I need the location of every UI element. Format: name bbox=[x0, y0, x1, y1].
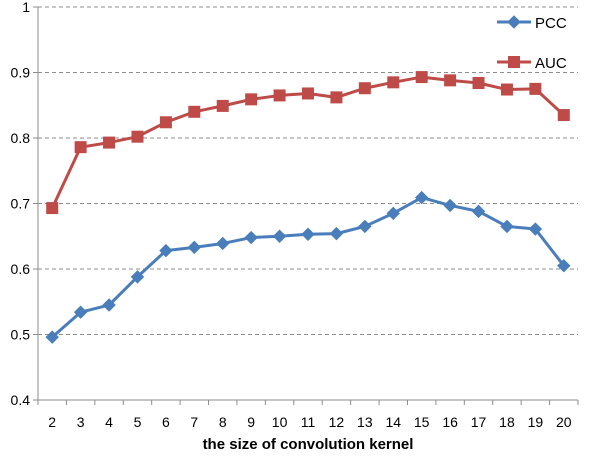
data-point-auc bbox=[216, 99, 229, 112]
data-point-auc bbox=[302, 87, 314, 100]
data-point-auc bbox=[131, 130, 144, 143]
y-tick-label: 0.7 bbox=[11, 196, 31, 212]
data-point-pcc bbox=[386, 206, 400, 221]
x-tick-label: 13 bbox=[357, 414, 373, 430]
x-tick-label: 2 bbox=[48, 414, 56, 430]
data-point-auc bbox=[387, 76, 400, 89]
data-point-pcc bbox=[187, 240, 202, 255]
x-tick-label: 17 bbox=[471, 414, 487, 430]
data-point-auc bbox=[358, 82, 371, 95]
data-point-auc bbox=[529, 82, 542, 95]
gridlines bbox=[38, 6, 578, 335]
data-point-pcc bbox=[272, 229, 287, 243]
series-layer bbox=[45, 71, 571, 344]
data-point-pcc bbox=[301, 227, 315, 241]
data-point-auc bbox=[74, 141, 87, 154]
y-tick-label: 0.6 bbox=[11, 261, 31, 277]
y-tick-label: 0.8 bbox=[11, 130, 31, 146]
data-point-pcc bbox=[102, 298, 116, 312]
data-point-pcc bbox=[73, 305, 88, 319]
data-point-pcc bbox=[159, 243, 173, 258]
x-tick-label: 9 bbox=[247, 414, 255, 430]
y-tick-label: 1 bbox=[22, 0, 30, 15]
data-point-auc bbox=[444, 74, 457, 87]
data-point-pcc bbox=[528, 222, 543, 236]
series-line-pcc bbox=[51, 196, 565, 339]
x-tick-label: 18 bbox=[499, 414, 515, 430]
data-point-auc bbox=[415, 71, 428, 84]
data-point-pcc bbox=[244, 230, 258, 245]
legend-marker-auc bbox=[508, 56, 520, 68]
data-point-auc bbox=[273, 89, 286, 102]
axes bbox=[33, 6, 579, 405]
legend-marker-pcc bbox=[507, 15, 521, 29]
data-point-auc bbox=[330, 91, 343, 104]
x-tick-label: 8 bbox=[219, 414, 227, 430]
legend-label-auc: AUC bbox=[535, 55, 567, 72]
data-point-pcc bbox=[130, 270, 145, 284]
data-point-pcc bbox=[471, 204, 486, 219]
data-point-auc bbox=[188, 105, 201, 118]
legend: PCC AUC bbox=[497, 15, 567, 72]
data-point-pcc bbox=[329, 226, 344, 241]
x-tick-label: 14 bbox=[385, 414, 401, 430]
data-point-pcc bbox=[443, 198, 457, 213]
x-tick-label: 15 bbox=[414, 414, 430, 430]
x-tick-labels: 2 3 4 5 6 7 8 9 10 11 12 13 14 15 16 17 18 19 20 bbox=[48, 414, 571, 430]
x-tick-label: 10 bbox=[272, 414, 288, 430]
x-tick-label: 3 bbox=[77, 414, 85, 430]
data-point-auc bbox=[46, 202, 59, 215]
y-tick-label: 0.5 bbox=[11, 327, 31, 343]
data-point-auc bbox=[245, 93, 258, 106]
y-tick-label: 0.4 bbox=[11, 392, 31, 408]
x-tick-label: 19 bbox=[528, 414, 544, 430]
data-point-pcc bbox=[216, 236, 230, 251]
x-axis-label: the size of convolution kernel bbox=[203, 436, 414, 453]
x-tick-label: 4 bbox=[105, 414, 113, 430]
x-tick-label: 7 bbox=[190, 414, 198, 430]
data-point-auc bbox=[557, 109, 570, 122]
x-tick-label: 6 bbox=[162, 414, 170, 430]
y-tick-label: 0.9 bbox=[11, 65, 31, 81]
data-point-pcc bbox=[557, 259, 571, 273]
data-point-pcc bbox=[500, 219, 514, 234]
legend-label-pcc: PCC bbox=[535, 15, 567, 32]
data-point-pcc bbox=[45, 330, 59, 344]
data-point-auc bbox=[159, 116, 172, 129]
y-tick-labels: 0.4 0.5 0.6 0.7 0.8 0.9 1 bbox=[11, 0, 31, 408]
x-tick-label: 5 bbox=[134, 414, 142, 430]
x-tick-label: 20 bbox=[556, 414, 572, 430]
data-point-auc bbox=[472, 76, 485, 89]
data-point-auc bbox=[103, 136, 116, 149]
data-point-pcc bbox=[414, 190, 429, 205]
x-tick-label: 12 bbox=[329, 414, 345, 430]
x-tick-label: 16 bbox=[442, 414, 458, 430]
x-tick-label: 11 bbox=[301, 414, 316, 430]
data-point-pcc bbox=[358, 219, 372, 234]
data-point-auc bbox=[500, 83, 513, 96]
